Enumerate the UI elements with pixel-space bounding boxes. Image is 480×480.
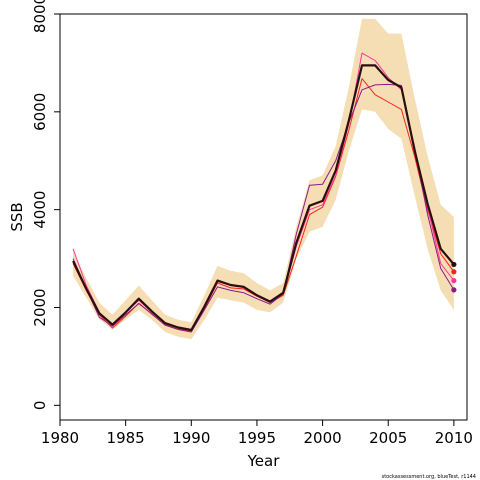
x-tick-label: 2005 <box>369 429 407 447</box>
credit-note: stockassessment.org, blueTest, r1144 <box>382 474 476 480</box>
y-tick-label: 8000 <box>31 0 49 33</box>
series-lines-layer <box>72 52 455 333</box>
y-tick-label: 0 <box>31 401 49 411</box>
confidence-band <box>73 18 454 340</box>
x-tick-label: 1990 <box>172 429 210 447</box>
x-tick-label: 1995 <box>238 429 276 447</box>
x-tick-label: 1985 <box>107 429 145 447</box>
x-axis-label: Year <box>247 452 281 470</box>
x-tick-label: 2000 <box>303 429 341 447</box>
x-tick-label: 1980 <box>41 429 79 447</box>
x-tick-label: 2010 <box>435 429 473 447</box>
end-point-1 <box>451 261 457 268</box>
y-tick-label: 6000 <box>31 93 49 131</box>
x-axis-ticks: 1980 1985 1990 1995 2000 2005 2010 <box>41 420 473 447</box>
y-axis-ticks: 0 2000 4000 6000 8000 <box>31 0 60 410</box>
y-tick-label: 4000 <box>31 191 49 229</box>
end-point-4 <box>451 287 457 293</box>
end-points-layer <box>451 261 457 293</box>
y-axis-label: SSB <box>8 202 26 231</box>
series-line-4 <box>72 64 455 332</box>
end-point-3 <box>451 277 457 284</box>
series-line-3 <box>72 83 455 333</box>
end-point-2 <box>451 269 457 275</box>
y-tick-label: 2000 <box>31 288 49 326</box>
plot-frame <box>59 13 468 421</box>
confidence-band-layer <box>73 18 454 340</box>
